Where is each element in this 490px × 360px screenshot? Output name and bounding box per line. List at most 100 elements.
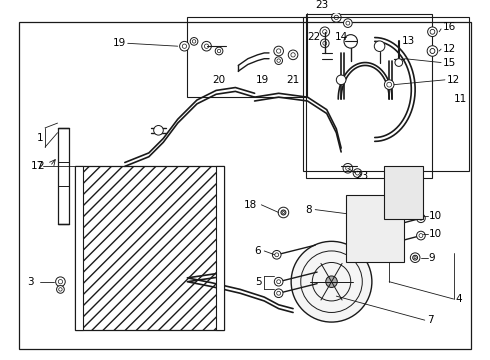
Circle shape [427,46,438,56]
Bar [75,166,224,330]
Circle shape [349,227,372,250]
Text: 13: 13 [402,36,415,46]
Circle shape [182,44,187,48]
Circle shape [430,49,435,53]
Bar [216,166,224,330]
Circle shape [276,49,281,53]
Circle shape [278,207,289,218]
Text: 3: 3 [27,277,34,287]
Circle shape [58,280,63,284]
Circle shape [416,214,425,222]
Circle shape [202,41,211,51]
Bar [384,166,423,219]
Circle shape [419,216,423,220]
Circle shape [180,41,189,51]
Text: 18: 18 [244,200,258,210]
Circle shape [326,276,337,288]
Text: 22: 22 [308,32,321,42]
Text: 5: 5 [255,277,261,287]
Text: 19: 19 [256,75,269,85]
Circle shape [374,41,385,51]
Text: 16: 16 [443,22,456,32]
Circle shape [419,234,423,238]
Circle shape [274,46,283,56]
Text: 10: 10 [429,211,441,221]
Circle shape [353,169,362,177]
Text: 9: 9 [429,253,435,263]
Circle shape [277,59,280,62]
Circle shape [430,49,435,53]
Circle shape [356,171,360,175]
Circle shape [345,166,350,170]
Circle shape [413,255,417,260]
Bar [57,128,69,224]
Text: 10: 10 [429,229,441,239]
Circle shape [59,288,62,291]
Circle shape [395,59,403,66]
Circle shape [336,75,346,85]
Text: 20: 20 [213,75,225,85]
Circle shape [413,256,417,260]
Text: 8: 8 [306,204,312,215]
Circle shape [430,30,435,34]
Text: 15: 15 [443,58,456,68]
Text: 6: 6 [255,246,261,256]
Circle shape [320,39,329,48]
Circle shape [346,21,350,25]
Bar [303,17,469,171]
Circle shape [204,44,209,48]
Text: 23: 23 [356,171,369,181]
Circle shape [399,181,409,190]
Circle shape [385,212,397,223]
Circle shape [281,210,286,215]
Circle shape [291,53,295,57]
Circle shape [56,277,65,287]
Circle shape [343,19,352,27]
Circle shape [218,49,221,53]
Circle shape [389,200,399,210]
Text: 11: 11 [454,94,467,104]
Text: 2: 2 [37,161,44,171]
Circle shape [274,289,283,298]
Circle shape [409,200,418,210]
Circle shape [288,50,298,60]
Text: 14: 14 [334,32,347,42]
Circle shape [281,210,286,215]
Circle shape [384,80,394,89]
Circle shape [387,82,392,87]
Circle shape [272,251,281,259]
Circle shape [322,30,327,34]
Circle shape [343,163,353,173]
Text: 7: 7 [427,315,433,325]
Circle shape [430,30,435,34]
Circle shape [320,27,330,37]
Circle shape [323,41,327,45]
Circle shape [192,40,196,43]
Circle shape [275,57,283,64]
Circle shape [215,47,223,55]
Circle shape [274,278,283,286]
Circle shape [334,15,339,19]
Circle shape [332,13,341,22]
Bar [306,14,433,178]
Circle shape [291,241,372,322]
Circle shape [416,231,425,240]
Bar [187,17,308,97]
Bar [346,195,404,262]
Circle shape [428,27,437,37]
Circle shape [56,285,64,293]
Circle shape [414,257,416,259]
Circle shape [277,291,281,295]
Text: 19: 19 [113,38,126,48]
Bar [75,166,82,330]
Circle shape [277,280,281,284]
Text: 12: 12 [443,44,456,54]
Text: 4: 4 [456,294,462,304]
Circle shape [410,253,420,262]
Circle shape [344,35,358,48]
Circle shape [190,37,198,45]
Text: 1: 1 [37,132,44,143]
Text: 23: 23 [315,0,328,10]
Circle shape [154,126,163,135]
Text: 21: 21 [287,75,300,85]
